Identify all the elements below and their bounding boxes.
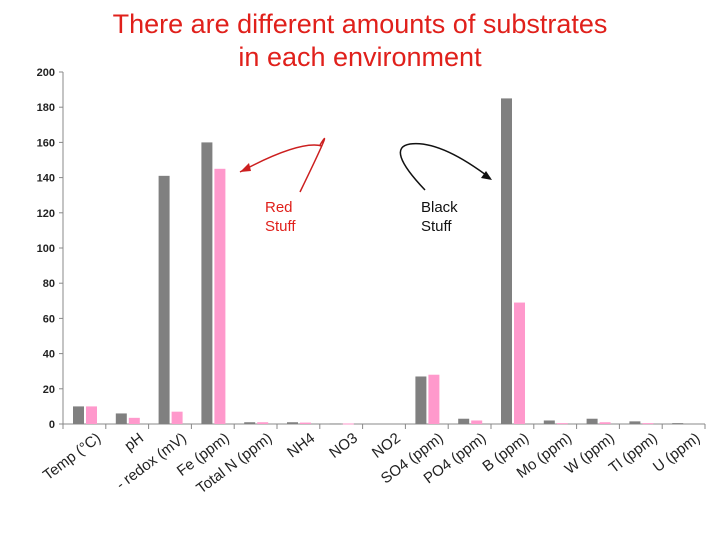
black-stuff-annotation: Black Stuff bbox=[421, 198, 458, 236]
chart-title: There are different amounts of substrate… bbox=[112, 9, 608, 72]
red-stuff-line-2: Stuff bbox=[265, 218, 296, 235]
y-tick-label: 40 bbox=[43, 349, 55, 361]
black-series-bar bbox=[329, 423, 341, 425]
x-tick-labels: Temp (°C) pH- redox (mV)Fe (ppm)Total N (… bbox=[40, 430, 703, 498]
red-series-bar bbox=[214, 168, 226, 424]
red-series-bar bbox=[86, 406, 97, 424]
red-series-bar bbox=[556, 423, 568, 425]
y-tick-label: 100 bbox=[37, 243, 55, 255]
black-annotation-arrow bbox=[399, 142, 491, 191]
black-series-bar bbox=[158, 175, 170, 424]
red-series-bar bbox=[342, 423, 354, 425]
black-series-bar bbox=[244, 422, 256, 424]
y-tick-label: 20 bbox=[43, 384, 55, 396]
black-series-bar bbox=[458, 418, 470, 424]
annotation-arrows bbox=[239, 137, 492, 193]
black-series-bar bbox=[501, 98, 512, 425]
red-series-bar bbox=[171, 411, 183, 424]
black-series-bar bbox=[543, 420, 555, 424]
bars bbox=[73, 98, 684, 425]
black-series-bar bbox=[629, 421, 641, 424]
black-series-bar bbox=[672, 423, 684, 425]
red-series-bar bbox=[642, 423, 654, 425]
red-series-bar bbox=[514, 302, 525, 424]
red-series-bar bbox=[257, 422, 269, 424]
black-series-bar bbox=[115, 413, 127, 424]
black-series-bar bbox=[287, 422, 298, 424]
x-tick-label: Tl (ppm) bbox=[606, 430, 661, 477]
black-stuff-line-1: Black bbox=[421, 199, 458, 216]
black-arrowhead bbox=[481, 171, 492, 180]
red-series-bar bbox=[300, 422, 311, 424]
black-series-bar bbox=[415, 376, 427, 424]
x-tick-label: U (ppm) bbox=[650, 430, 703, 476]
red-series-bar bbox=[128, 417, 140, 424]
red-arrow-tail bbox=[239, 144, 323, 173]
y-tick-label: 80 bbox=[43, 278, 55, 290]
black-series-bar bbox=[201, 142, 213, 424]
red-series-bar bbox=[471, 420, 483, 424]
red-stuff-annotation: Red Stuff bbox=[265, 198, 296, 236]
y-tick-label: 120 bbox=[37, 208, 55, 220]
black-series-bar bbox=[73, 406, 84, 424]
x-tick-label: pH bbox=[121, 430, 147, 455]
x-tick-label: NH4 bbox=[284, 430, 318, 462]
y-tick-label: 140 bbox=[37, 173, 55, 185]
black-series-bar bbox=[586, 418, 598, 424]
y-tick-label: 180 bbox=[37, 102, 55, 114]
red-series-bar bbox=[428, 374, 440, 424]
black-stuff-line-2: Stuff bbox=[421, 218, 452, 235]
red-annotation-arrow bbox=[299, 137, 326, 193]
x-tick-label: NO3 bbox=[326, 430, 361, 462]
y-tick-label: 0 bbox=[49, 419, 55, 431]
y-tick-label: 200 bbox=[37, 67, 55, 79]
y-tick-label: 60 bbox=[43, 313, 55, 325]
red-arrowhead bbox=[240, 163, 251, 172]
red-series-bar bbox=[599, 422, 611, 424]
y-tick-label: 160 bbox=[37, 137, 55, 149]
red-stuff-line-1: Red bbox=[265, 199, 293, 216]
x-tick-label: Temp (°C) bbox=[40, 430, 104, 484]
axes: 0 20 40 60 80 100 120 140 160 180 200 bbox=[37, 67, 706, 431]
